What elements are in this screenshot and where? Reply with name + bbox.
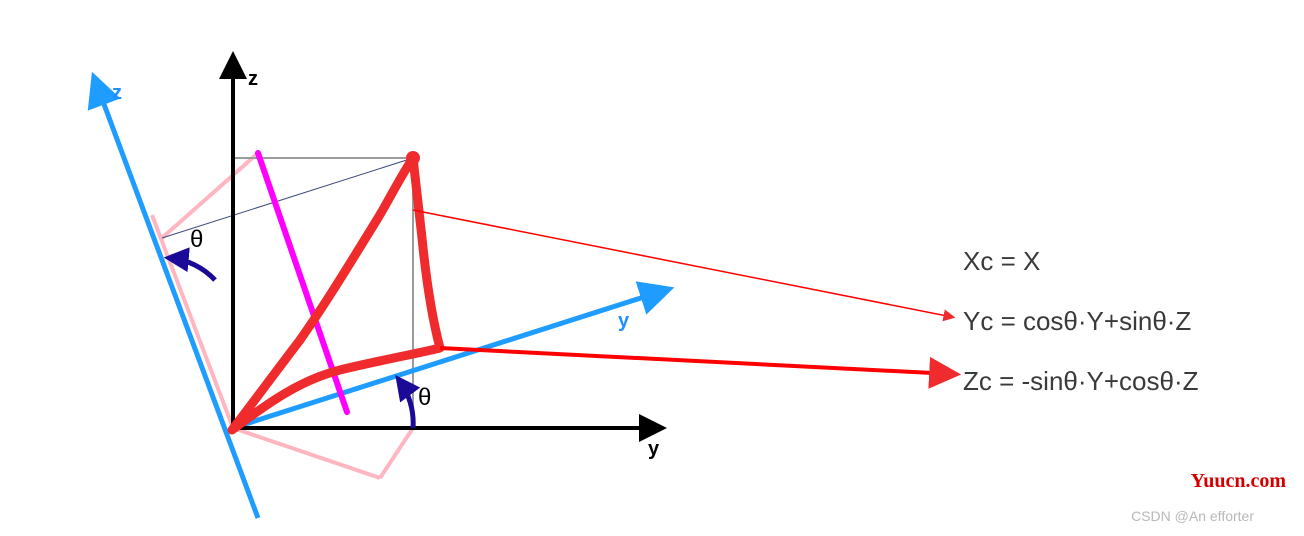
pink-bot1 xyxy=(233,428,380,478)
pink-bot2 xyxy=(380,428,413,478)
label-y-black: y xyxy=(648,438,659,461)
pink-top xyxy=(162,153,258,238)
equation-xc: Xc = X xyxy=(963,246,1040,277)
watermark-csdn: CSDN @An efforter xyxy=(1131,508,1254,524)
theta-label-top: θ xyxy=(190,226,203,254)
watermark-site: Yuucn.com xyxy=(1191,470,1286,493)
theta-arc-bot xyxy=(399,380,413,428)
arrow-to-eq2 xyxy=(413,210,952,317)
label-z-blue: z xyxy=(112,82,122,105)
red-dot xyxy=(406,151,420,165)
equation-yc: Yc = cosθ·Y+sinθ·Z xyxy=(963,306,1191,337)
label-z-black: z xyxy=(248,68,258,91)
arrow-to-eq3 xyxy=(440,348,952,374)
theta-label-bot: θ xyxy=(418,384,431,412)
equation-zc: Zc = -sinθ·Y+cosθ·Z xyxy=(963,366,1199,397)
blue-y-axis xyxy=(233,290,666,428)
label-y-blue: y xyxy=(618,310,629,333)
